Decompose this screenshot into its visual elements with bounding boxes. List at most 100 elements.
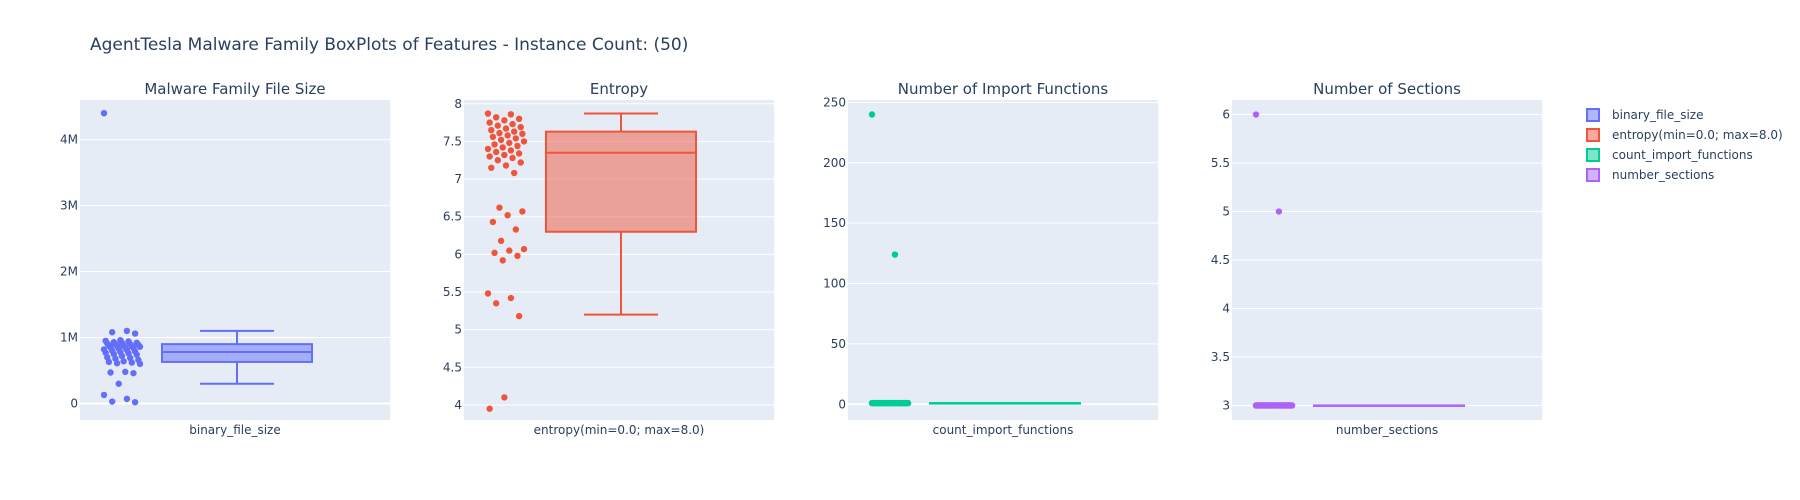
data-point xyxy=(509,120,516,128)
data-point xyxy=(497,237,505,244)
data-point xyxy=(514,252,521,260)
y-tick-label: 3 xyxy=(1222,398,1230,412)
y-tick-label: 8 xyxy=(454,97,462,111)
data-point xyxy=(1283,402,1291,409)
data-point xyxy=(502,125,510,132)
data-point xyxy=(499,257,506,264)
y-tick-label: 5.5 xyxy=(443,285,462,299)
data-point xyxy=(489,133,497,141)
data-point xyxy=(105,358,113,366)
data-point xyxy=(1275,208,1283,215)
data-point xyxy=(904,399,912,407)
data-point xyxy=(107,369,114,376)
data-point xyxy=(515,115,523,123)
data-point xyxy=(136,343,144,350)
data-point xyxy=(517,123,524,131)
y-tick-label: 4 xyxy=(454,398,462,412)
data-point xyxy=(131,398,139,406)
y-tick-label: 2M xyxy=(60,265,78,279)
data-point xyxy=(496,129,503,137)
data-point xyxy=(507,294,515,302)
data-point xyxy=(512,135,520,142)
y-tick-label: 1M xyxy=(60,331,78,345)
data-point xyxy=(133,351,140,358)
data-point xyxy=(891,251,899,258)
data-point xyxy=(506,247,513,254)
data-point xyxy=(118,352,126,360)
data-point xyxy=(868,399,876,407)
data-point xyxy=(113,360,121,367)
subplot-title: Malware Family File Size xyxy=(144,80,325,98)
subplot-title: Entropy xyxy=(590,80,648,98)
data-point xyxy=(131,330,139,337)
legend-item-number-sections[interactable]: number_sections xyxy=(1586,168,1714,182)
data-point xyxy=(484,110,492,117)
y-tick-label: 3.5 xyxy=(1211,350,1230,364)
data-point xyxy=(1267,402,1274,409)
data-point xyxy=(517,159,524,166)
data-point xyxy=(502,162,510,169)
y-tick-label: 7 xyxy=(454,172,462,186)
y-tick-label: 50 xyxy=(831,337,846,351)
y-tick-label: 100 xyxy=(823,277,846,291)
y-tick-label: 7.5 xyxy=(443,134,462,148)
data-point xyxy=(891,399,899,407)
y-tick-label: 6.5 xyxy=(443,210,462,224)
data-point xyxy=(115,380,122,387)
y-tick-label: 6 xyxy=(1222,108,1230,122)
data-point xyxy=(494,157,502,164)
data-point xyxy=(883,399,890,407)
legend-item-count-import-functions[interactable]: count_import_functions xyxy=(1586,148,1753,162)
data-point xyxy=(1252,402,1260,409)
data-point xyxy=(507,111,515,118)
data-point xyxy=(486,119,493,126)
data-point xyxy=(520,245,528,253)
data-point xyxy=(520,138,528,145)
data-point xyxy=(492,148,500,156)
data-point xyxy=(515,150,523,157)
data-point xyxy=(519,208,526,215)
y-tick-label: 4.5 xyxy=(443,360,462,374)
data-point xyxy=(484,145,492,153)
legend-swatch xyxy=(1586,148,1600,162)
y-tick-label: 150 xyxy=(823,216,846,230)
data-point xyxy=(519,130,526,138)
data-point xyxy=(509,154,516,162)
x-tick-label: binary_file_size xyxy=(189,423,281,437)
legend-item-binary-file-size[interactable]: binary_file_size xyxy=(1586,108,1704,122)
box-iqr xyxy=(545,130,697,233)
data-point xyxy=(1288,402,1296,409)
legend-label: binary_file_size xyxy=(1612,108,1704,122)
data-point xyxy=(497,136,505,144)
legend-swatch xyxy=(1586,168,1600,182)
y-tick-label: 3M xyxy=(60,199,78,213)
data-point xyxy=(491,249,498,257)
data-point xyxy=(510,169,518,177)
legend-item-entropy-min-0-0-max-8-0[interactable]: entropy(min=0.0; max=8.0) xyxy=(1586,128,1783,142)
legend-swatch xyxy=(1586,108,1600,122)
x-tick-label: number_sections xyxy=(1336,423,1438,437)
data-point xyxy=(504,212,511,219)
data-point xyxy=(496,204,503,211)
data-point xyxy=(486,405,493,412)
y-tick-label: 250 xyxy=(823,95,846,109)
subplot-title: Number of Import Functions xyxy=(898,80,1109,98)
legend: binary_file_size entropy(min=0.0; max=8.0… xyxy=(1586,108,1783,182)
data-point xyxy=(108,398,116,405)
y-tick-label: 4.5 xyxy=(1211,253,1230,267)
legend-swatch xyxy=(1586,128,1600,142)
data-point xyxy=(484,290,492,297)
data-point xyxy=(515,312,523,320)
data-point xyxy=(501,151,508,159)
data-point xyxy=(100,109,108,117)
y-tick-label: 5 xyxy=(1222,205,1230,219)
data-point xyxy=(1260,402,1268,409)
data-point xyxy=(122,368,129,376)
data-point xyxy=(506,139,513,147)
y-tick-label: 0 xyxy=(838,397,846,411)
data-point xyxy=(491,141,498,148)
panel-binary-file-size: 0 1M 2M 3M 4M Malware Family File Size binary_… xyxy=(60,80,390,437)
y-tick-label: 4M xyxy=(60,133,78,147)
data-point xyxy=(868,111,876,118)
data-point xyxy=(489,218,497,226)
